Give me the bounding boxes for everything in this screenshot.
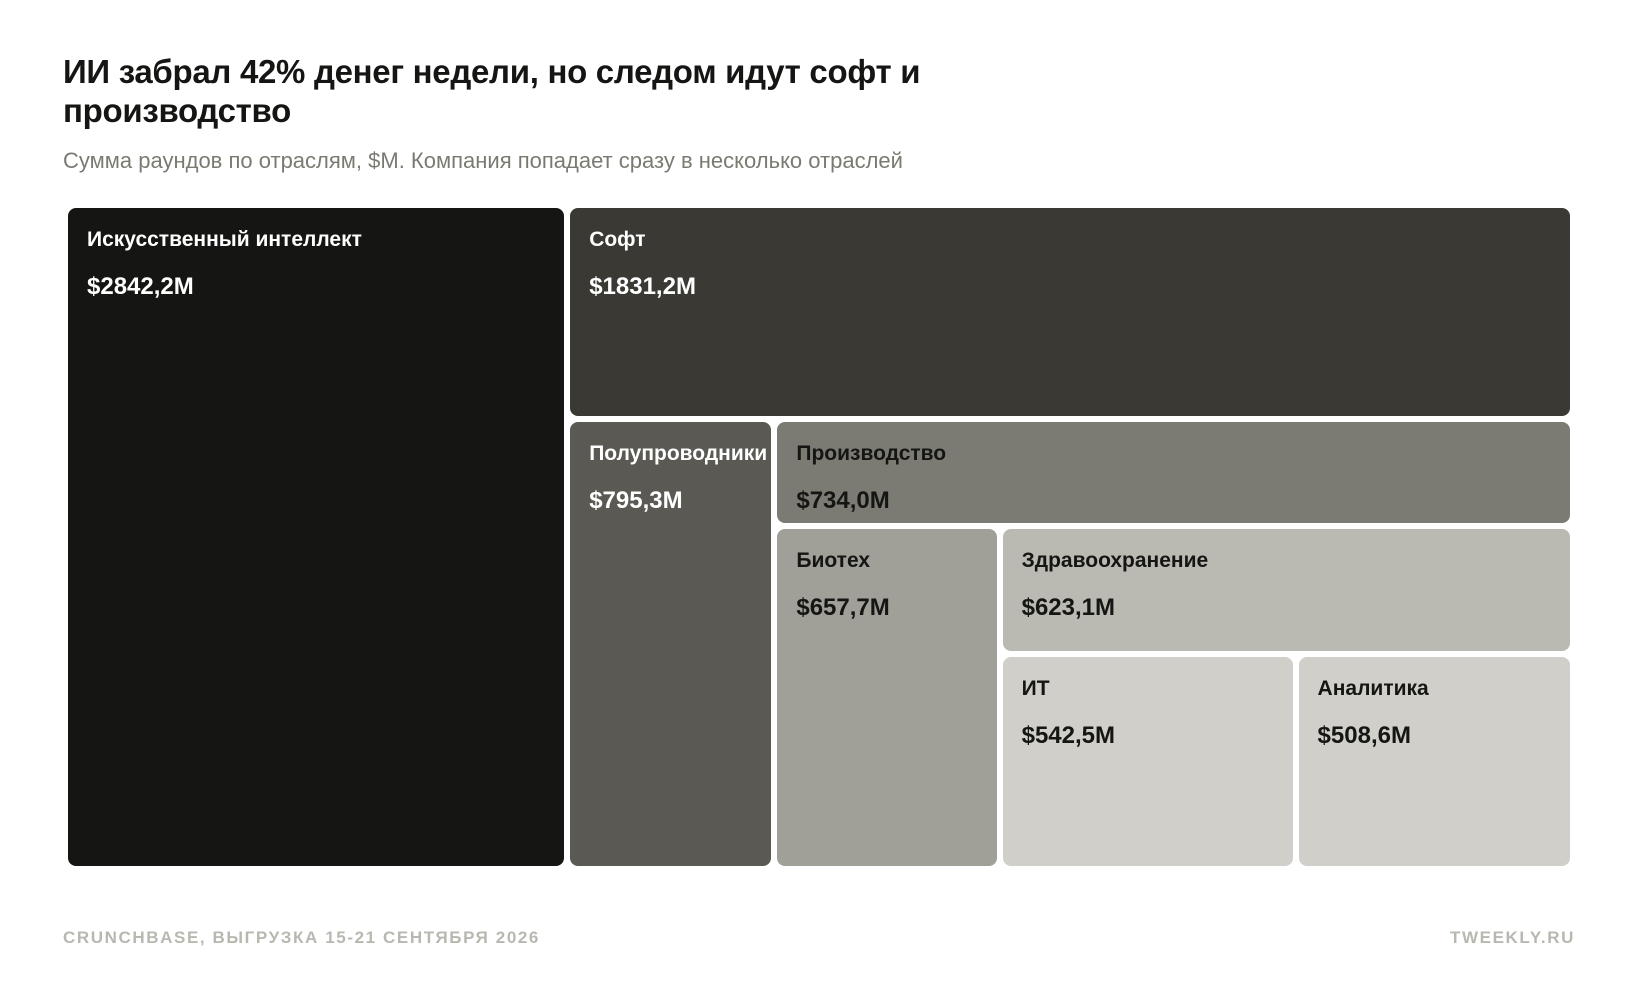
treemap-tile: Производство $734,0M	[777, 421, 1570, 524]
treemap-tile: Аналитика $508,6M	[1298, 656, 1570, 866]
chart-subtitle: Сумма раундов по отраслям, $M. Компания …	[63, 148, 903, 173]
tile-value: $2842,2M	[87, 273, 194, 300]
treemap-tile: Искусственный интеллект $2842,2M	[68, 208, 565, 866]
treemap-tile: Софт $1831,2M	[570, 208, 1570, 416]
brand-name: TWEEKLY.RU	[1450, 928, 1575, 947]
treemap-tile: ИТ $542,5M	[1002, 656, 1293, 866]
tile-value: $542,5M	[1021, 721, 1116, 749]
tile-label: Софт	[589, 228, 646, 251]
tile-label: Производство	[796, 441, 947, 465]
tile-label: Искусственный интеллект	[87, 228, 362, 251]
tile-value: $795,3M	[589, 486, 683, 514]
tile-label: Полупроводники	[589, 441, 768, 465]
tile-value: $1831,2M	[589, 273, 696, 300]
treemap-tile: Биотех $657,7M	[777, 529, 997, 866]
tile-label: ИТ	[1021, 676, 1050, 700]
treemap-tile: Здравоохранение $623,1M	[1002, 529, 1570, 651]
tile-label: Аналитика	[1317, 676, 1429, 700]
source-note: CRUNCHBASE, ВЫГРУЗКА 15-21 СЕНТЯБРЯ 2026	[63, 928, 540, 947]
treemap: Искусственный интеллект $2842,2M Софт $1831…	[68, 208, 1570, 866]
tile-label: Биотех	[796, 549, 871, 573]
tile-value: $508,6M	[1317, 721, 1411, 749]
tile-value: $734,0M	[796, 486, 890, 514]
tile-value: $657,7M	[796, 594, 890, 622]
tile-label: Здравоохранение	[1021, 549, 1209, 573]
chart-title: ИИ забрал 42% денег недели, но следом ид…	[63, 53, 921, 129]
tile-value: $623,1M	[1021, 594, 1116, 622]
treemap-tile: Полупроводники $795,3M	[570, 421, 772, 866]
